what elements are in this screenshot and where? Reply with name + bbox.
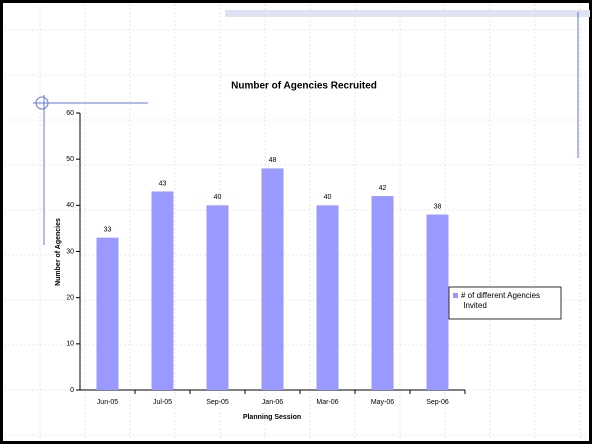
chart-title: Number of Agencies Recruited xyxy=(231,81,377,92)
x-axis-label: Planning Session xyxy=(243,414,301,421)
legend: # of different Agencies Invited xyxy=(448,286,562,320)
legend-swatch xyxy=(453,293,458,298)
legend-box xyxy=(448,286,562,320)
x-tick-label: Jul-05 xyxy=(153,399,172,406)
data-label: 43 xyxy=(159,180,167,187)
x-tick-label: Sep-06 xyxy=(426,399,449,406)
data-label: 42 xyxy=(379,185,387,192)
bar xyxy=(371,196,394,390)
y-tick-label: 20 xyxy=(66,295,74,302)
y-tick-label: 10 xyxy=(66,341,74,348)
bar xyxy=(426,214,449,390)
x-tick-label: Mar-06 xyxy=(316,399,338,406)
data-label: 48 xyxy=(269,157,277,164)
bar xyxy=(96,237,119,390)
bar xyxy=(151,191,174,390)
y-axis-label: Number of Agencies xyxy=(55,218,62,286)
x-tick-label: Jan-06 xyxy=(262,399,284,406)
x-tick-label: Jun-05 xyxy=(97,399,119,406)
header-band xyxy=(225,10,590,17)
y-tick-label: 50 xyxy=(66,156,74,163)
bar xyxy=(261,168,284,390)
legend-label: # of different Agencies Invited xyxy=(461,291,540,310)
y-tick-label: 30 xyxy=(66,248,74,255)
bar xyxy=(206,205,229,390)
decor-circle xyxy=(35,96,49,110)
y-tick-label: 60 xyxy=(66,110,74,117)
data-label: 40 xyxy=(324,194,332,201)
x-tick-label: May-06 xyxy=(371,399,394,406)
data-label: 33 xyxy=(104,226,112,233)
y-tick-label: 40 xyxy=(66,202,74,209)
y-tick-label: 0 xyxy=(70,387,74,394)
bar xyxy=(316,205,339,390)
data-label: 38 xyxy=(434,203,442,210)
data-label: 40 xyxy=(214,194,222,201)
x-tick-label: Sep-05 xyxy=(206,399,229,406)
